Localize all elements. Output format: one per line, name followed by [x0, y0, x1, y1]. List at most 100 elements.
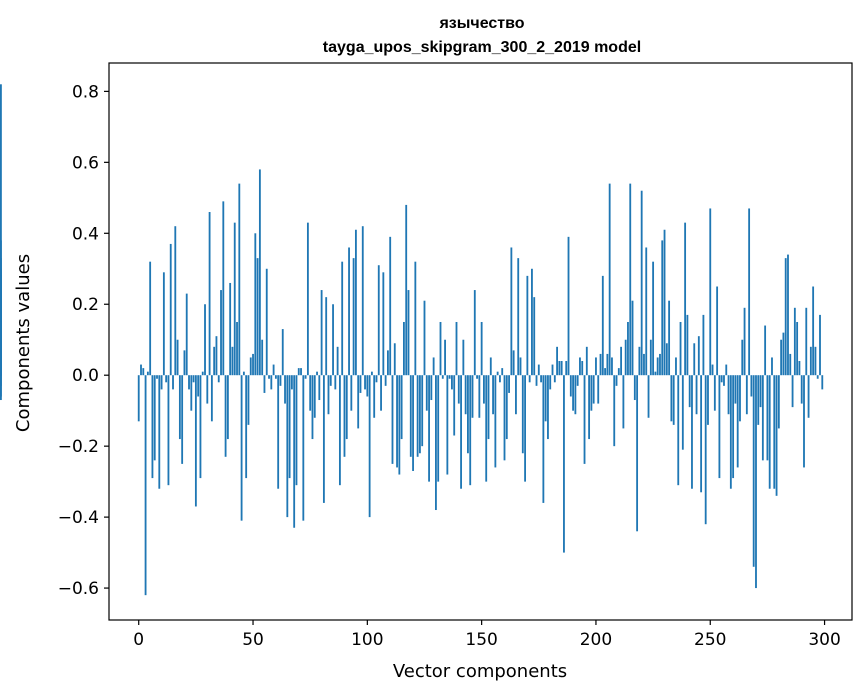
bar — [236, 321, 238, 376]
bar — [391, 375, 394, 464]
bar — [284, 375, 286, 404]
bar — [185, 293, 188, 376]
bar — [233, 222, 236, 376]
x-axis-label: Vector components — [393, 661, 567, 682]
bar — [320, 290, 323, 376]
bar — [668, 300, 671, 376]
bar — [759, 375, 762, 408]
bar — [343, 375, 346, 457]
bar — [146, 371, 149, 376]
bar — [519, 357, 522, 376]
y-tick-label: −0.2 — [58, 437, 99, 457]
bar — [263, 375, 266, 393]
bar — [542, 375, 545, 503]
bar — [274, 375, 277, 379]
bar — [503, 375, 506, 461]
bar — [572, 375, 574, 411]
bar — [704, 375, 707, 525]
bar — [517, 258, 520, 376]
bar — [647, 375, 650, 418]
bar — [499, 375, 501, 383]
bar — [535, 375, 538, 386]
bar — [316, 371, 318, 376]
bar — [597, 375, 600, 404]
bar — [229, 282, 232, 376]
bar — [537, 364, 540, 376]
bar — [819, 314, 821, 376]
bar — [137, 375, 140, 422]
bar — [528, 375, 531, 383]
bar — [718, 375, 721, 479]
bar — [695, 375, 698, 415]
bar — [505, 375, 508, 440]
bar — [798, 361, 801, 376]
bar — [567, 236, 570, 376]
bar — [608, 183, 611, 376]
bar — [162, 272, 165, 376]
x-tick-label: 200 — [580, 630, 612, 650]
bar — [549, 375, 552, 390]
bar — [624, 339, 627, 376]
bar — [617, 368, 620, 376]
bar — [684, 222, 687, 376]
bar — [208, 212, 211, 376]
bar — [222, 201, 225, 376]
bar — [194, 375, 197, 507]
bar — [755, 375, 757, 589]
bar — [201, 371, 204, 376]
bar — [407, 290, 410, 376]
bar — [414, 261, 417, 376]
bar — [558, 361, 561, 376]
bar — [551, 364, 554, 376]
bar — [455, 321, 458, 376]
bar — [739, 375, 741, 422]
bar — [654, 371, 657, 376]
bar — [325, 297, 328, 376]
bar — [332, 304, 334, 376]
bar — [574, 375, 577, 415]
bar — [663, 229, 666, 376]
bar — [775, 375, 778, 496]
bar — [691, 375, 693, 489]
bar — [329, 375, 332, 386]
bar — [590, 375, 593, 411]
bar — [524, 375, 526, 482]
bar — [300, 368, 302, 376]
bar — [215, 336, 218, 376]
bar — [803, 375, 805, 468]
bar — [160, 375, 163, 390]
bar — [805, 307, 808, 376]
bar — [547, 375, 549, 440]
bar — [370, 371, 373, 376]
bar — [448, 375, 451, 379]
bar — [295, 375, 298, 486]
bar — [290, 375, 293, 390]
bar — [334, 375, 337, 390]
bar — [389, 236, 392, 376]
bar — [487, 375, 490, 440]
bar — [242, 371, 245, 376]
bar — [501, 368, 504, 376]
bar — [432, 357, 435, 376]
bar — [172, 375, 174, 390]
bar — [178, 375, 181, 440]
bar — [736, 375, 739, 468]
bar — [288, 375, 291, 479]
bar — [272, 364, 275, 376]
bar — [615, 375, 618, 386]
bar — [757, 375, 760, 425]
bar — [702, 314, 705, 376]
bar — [183, 350, 186, 376]
bar — [318, 375, 321, 401]
bar — [716, 286, 719, 376]
bar — [245, 375, 248, 479]
bar — [387, 350, 389, 376]
bar — [231, 346, 234, 376]
bar — [366, 375, 369, 397]
bar — [492, 375, 494, 415]
bar — [167, 375, 170, 486]
bar — [279, 375, 282, 386]
bar — [446, 375, 449, 475]
bar — [709, 208, 712, 376]
bar — [156, 375, 158, 379]
